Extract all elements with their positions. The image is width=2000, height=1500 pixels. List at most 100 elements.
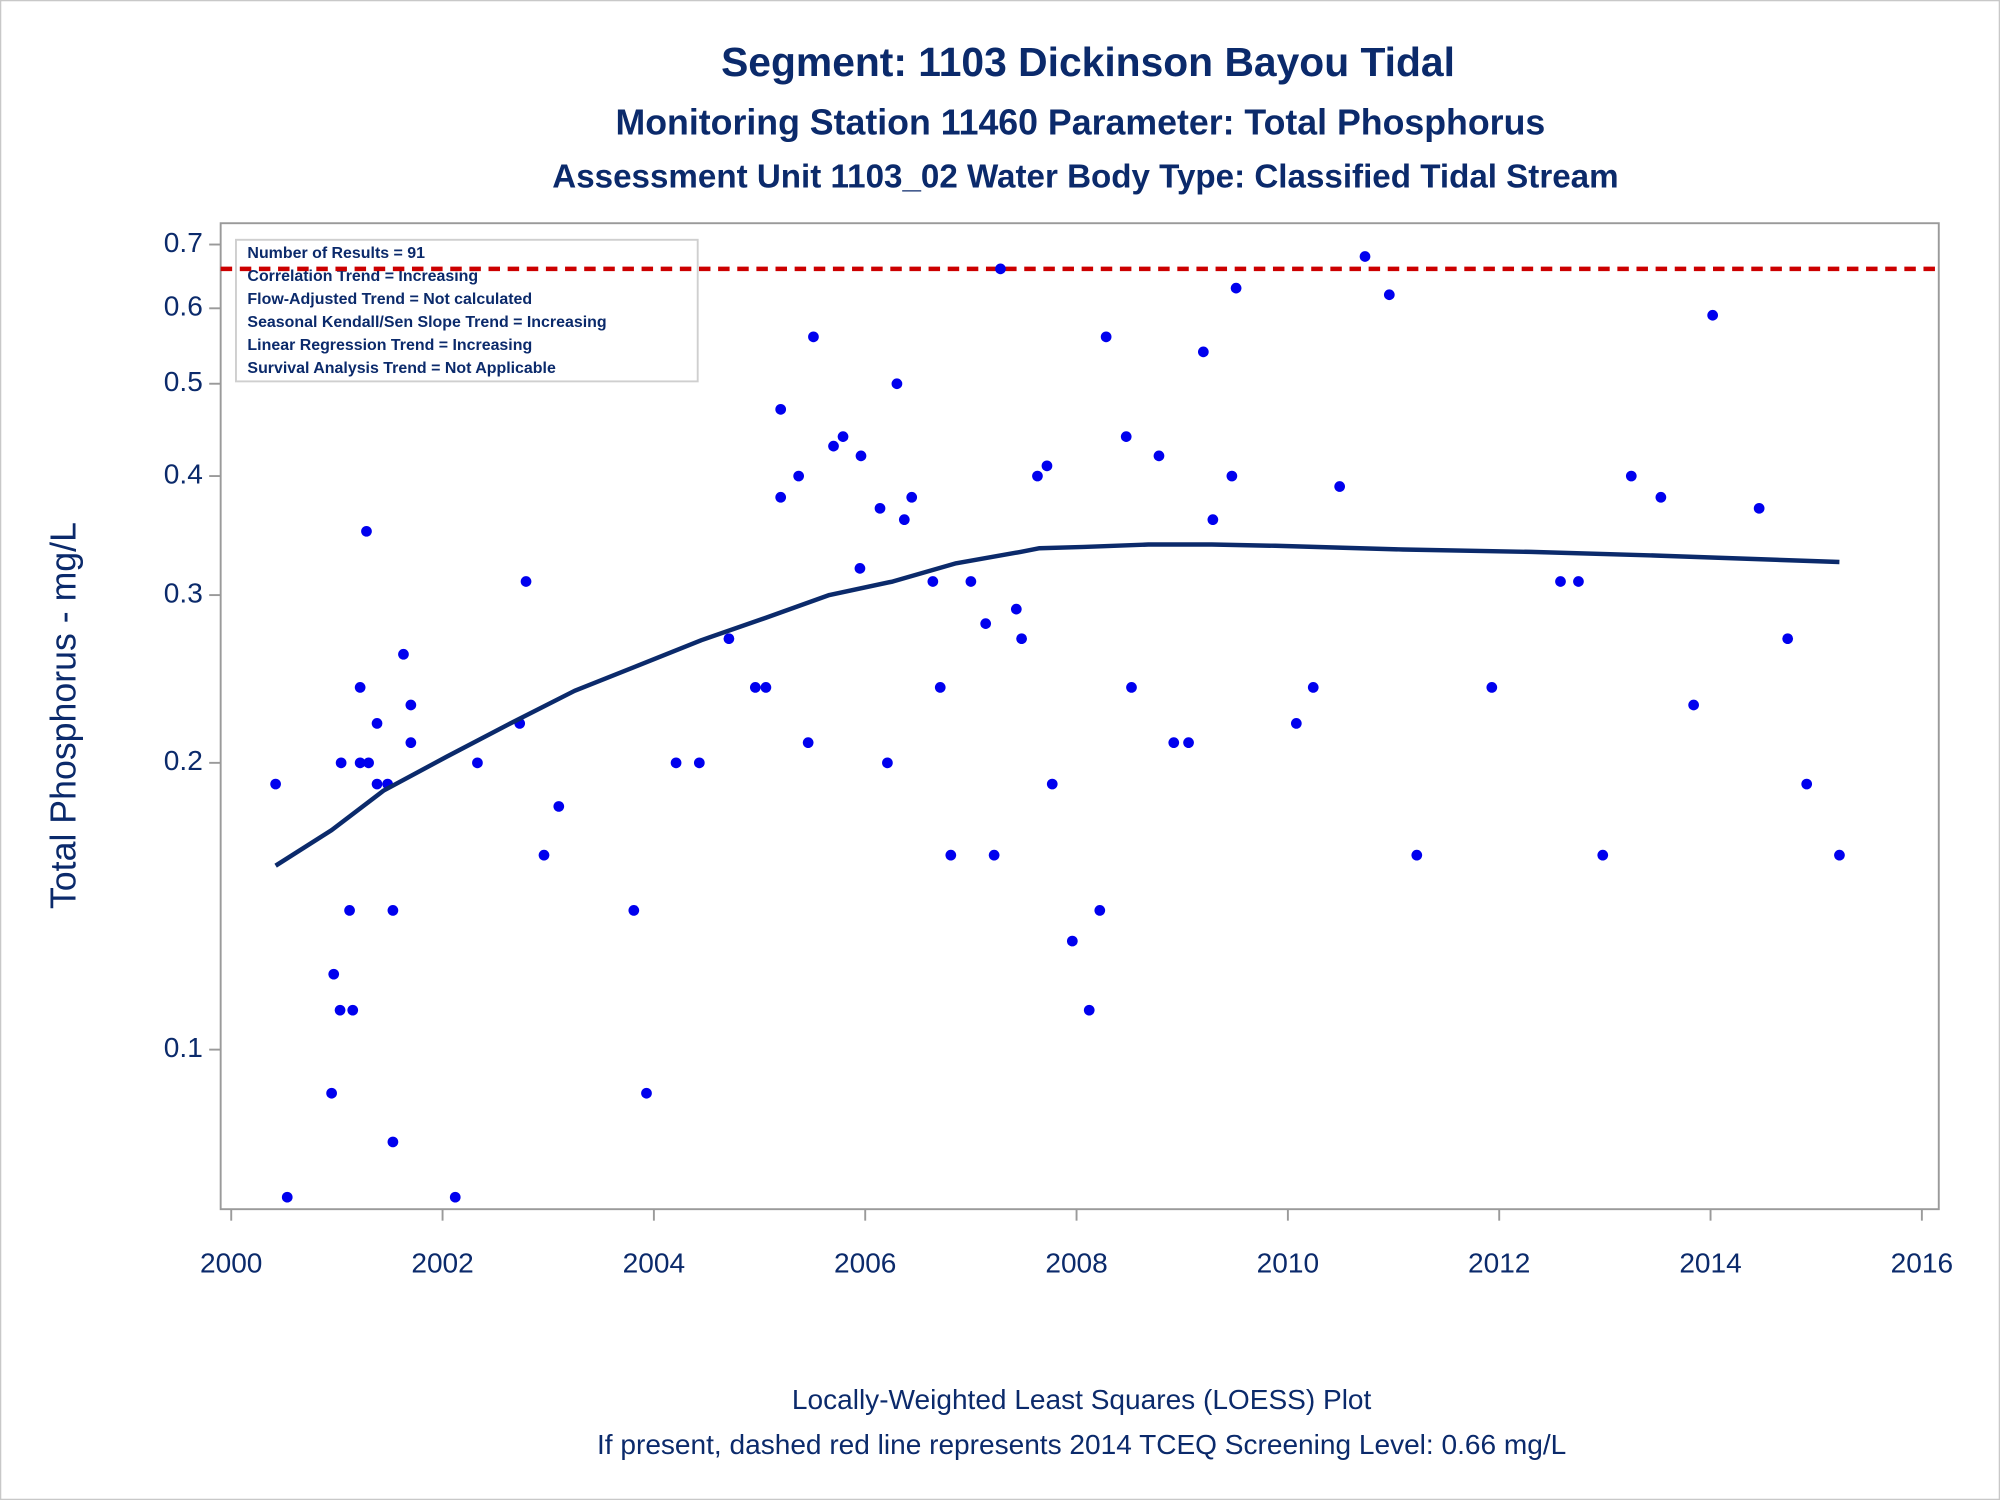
data-point	[641, 1087, 652, 1099]
data-point	[347, 1004, 359, 1016]
footnote: If present, dashed red line represents 2…	[597, 1429, 1566, 1460]
data-point	[808, 331, 819, 343]
data-point	[628, 905, 640, 916]
data-point	[1307, 682, 1319, 693]
data-point	[882, 757, 893, 769]
annotation-line: Linear Regression Trend = Increasing	[247, 337, 532, 354]
data-point	[1083, 1004, 1095, 1016]
x-tick-label: 2008	[1045, 1248, 1107, 1279]
x-tick-label: 2014	[1679, 1248, 1741, 1279]
data-point	[363, 757, 374, 769]
data-point	[1183, 737, 1194, 749]
data-point	[334, 1004, 346, 1016]
data-point	[387, 1136, 399, 1148]
data-point	[1753, 502, 1765, 514]
data-point	[1597, 849, 1609, 861]
y-tick-label: 0.4	[164, 458, 203, 489]
y-tick-label: 0.6	[164, 291, 203, 322]
data-point	[1016, 633, 1027, 645]
data-point	[520, 576, 532, 587]
data-point	[995, 263, 1006, 275]
x-tick-label: 2010	[1257, 1248, 1319, 1279]
data-point	[980, 618, 992, 629]
data-point	[1126, 682, 1137, 693]
x-tick-label: 2006	[834, 1248, 896, 1279]
annotation-line: Flow-Adjusted Trend = Not calculated	[247, 291, 532, 308]
data-point	[371, 778, 383, 790]
annotation-line: Seasonal Kendall/Sen Slope Trend = Incre…	[247, 314, 606, 331]
data-point	[1359, 251, 1371, 262]
footnote: Locally-Weighted Least Squares (LOESS) P…	[792, 1384, 1372, 1415]
data-point	[270, 778, 281, 790]
data-point	[898, 514, 910, 526]
data-point	[344, 905, 355, 916]
data-point	[371, 718, 383, 729]
data-point	[1207, 514, 1219, 526]
data-point	[934, 682, 946, 693]
data-point	[1555, 576, 1566, 587]
data-point	[281, 1191, 293, 1203]
data-point	[775, 403, 787, 415]
data-point	[449, 1191, 461, 1203]
x-tick-label: 2002	[411, 1248, 473, 1279]
data-point	[1290, 718, 1302, 729]
data-point	[1032, 470, 1043, 482]
y-tick-label: 0.1	[164, 1032, 203, 1063]
data-point	[553, 801, 565, 812]
data-point	[1334, 481, 1346, 492]
data-point	[854, 563, 866, 574]
data-point	[1625, 470, 1637, 482]
data-point	[1197, 346, 1209, 358]
data-point	[1041, 460, 1053, 472]
y-axis-label: Total Phosphorus - mg/L	[44, 522, 84, 909]
data-point	[874, 502, 886, 514]
data-point	[398, 648, 409, 660]
data-point	[793, 470, 805, 482]
y-tick-label: 0.5	[164, 366, 203, 397]
annotation-line: Survival Analysis Trend = Not Applicable	[247, 360, 556, 377]
data-point	[749, 682, 761, 693]
data-point	[1834, 849, 1845, 861]
data-point	[1383, 289, 1395, 301]
x-tick-label: 2004	[623, 1248, 685, 1279]
loess-line	[274, 542, 1840, 868]
annotation-frame	[235, 238, 699, 383]
annotation-line: Number of Results = 91	[247, 245, 425, 262]
x-tick-label: 2016	[1891, 1248, 1953, 1279]
data-point	[670, 757, 682, 769]
data-point	[891, 378, 903, 390]
data-point	[760, 682, 772, 693]
data-point	[1688, 699, 1699, 711]
data-point	[1066, 935, 1078, 947]
plot-frame	[219, 222, 1940, 1211]
data-point	[328, 968, 340, 980]
data-point	[965, 576, 977, 587]
x-tick-label: 2000	[200, 1248, 262, 1279]
data-point	[693, 757, 705, 769]
data-point	[538, 849, 550, 861]
data-point	[1100, 331, 1112, 343]
data-point	[1801, 778, 1813, 790]
annotation-line: Correlation Trend = Increasing	[247, 268, 478, 285]
chart-title: Segment: 1103 Dickinson Bayou Tidal	[721, 39, 1455, 85]
data-point	[354, 682, 366, 693]
data-point	[354, 757, 366, 769]
data-point	[828, 440, 839, 452]
chart-subtitle: Monitoring Station 11460 Parameter: Tota…	[615, 102, 1545, 142]
data-point	[1782, 633, 1794, 645]
data-point	[1046, 778, 1058, 790]
data-point	[472, 757, 483, 769]
data-point	[775, 491, 787, 503]
data-point	[405, 737, 417, 749]
data-point	[335, 757, 347, 769]
data-point	[387, 905, 399, 916]
data-point	[1168, 737, 1180, 749]
data-point	[1094, 905, 1106, 916]
data-point	[906, 491, 918, 503]
data-point	[405, 699, 417, 711]
data-point	[361, 525, 372, 537]
data-point	[1486, 682, 1498, 693]
data-point	[1655, 491, 1667, 503]
data-point	[1226, 470, 1238, 482]
